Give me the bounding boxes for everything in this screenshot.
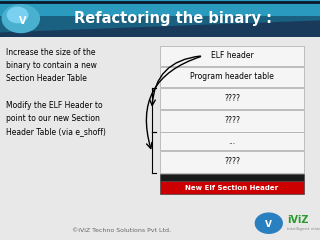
FancyBboxPatch shape	[160, 67, 304, 87]
FancyBboxPatch shape	[160, 174, 304, 181]
FancyBboxPatch shape	[160, 151, 304, 173]
Circle shape	[7, 7, 28, 23]
FancyBboxPatch shape	[0, 0, 320, 37]
Text: V: V	[265, 220, 272, 229]
Circle shape	[2, 5, 39, 32]
Circle shape	[255, 213, 282, 233]
Text: iViZ: iViZ	[287, 215, 308, 225]
Text: Increase the size of the
binary to contain a new
Section Header Table

Modify th: Increase the size of the binary to conta…	[6, 48, 106, 136]
FancyBboxPatch shape	[160, 181, 304, 194]
Text: Refactoring the binary :: Refactoring the binary :	[74, 11, 272, 26]
Text: ????: ????	[224, 116, 240, 126]
Text: intelligent vision: intelligent vision	[287, 227, 320, 231]
Text: New Elf Section Header: New Elf Section Header	[185, 185, 279, 191]
Text: ELF header: ELF header	[211, 51, 253, 60]
Text: ????: ????	[224, 94, 240, 103]
Text: V: V	[19, 16, 26, 26]
Text: ©iViZ Techno Solutions Pvt Ltd.: ©iViZ Techno Solutions Pvt Ltd.	[72, 228, 171, 233]
FancyBboxPatch shape	[160, 132, 304, 150]
Text: ????: ????	[224, 157, 240, 167]
Text: Program header table: Program header table	[190, 72, 274, 81]
FancyBboxPatch shape	[0, 0, 320, 16]
Polygon shape	[0, 0, 320, 32]
FancyBboxPatch shape	[160, 46, 304, 66]
Text: ...: ...	[228, 137, 236, 146]
FancyBboxPatch shape	[160, 110, 304, 132]
FancyBboxPatch shape	[160, 88, 304, 109]
